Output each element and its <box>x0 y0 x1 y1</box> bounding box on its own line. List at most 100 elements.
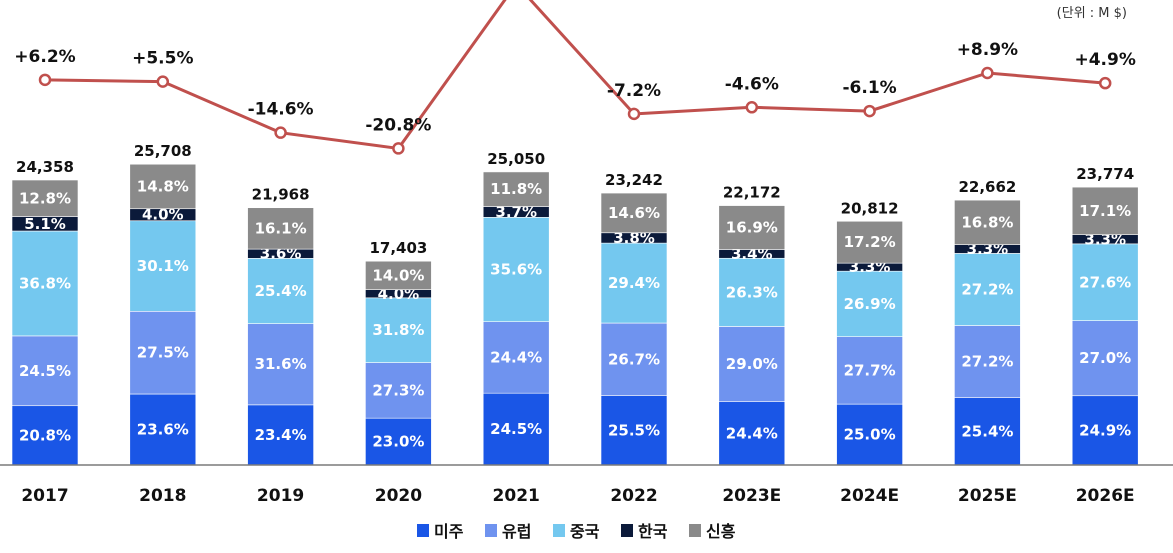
segment-label: 24.5% <box>19 362 71 380</box>
bar-segment-중국-2024E <box>836 270 903 337</box>
segment-label: 25.5% <box>608 421 660 439</box>
segment-label: 27.5% <box>137 344 189 362</box>
legend-label: 미주 <box>434 522 464 541</box>
growth-label: -4.6% <box>725 74 779 94</box>
segment-label: 31.6% <box>255 355 307 373</box>
x-tick-label: 2025E <box>958 486 1017 506</box>
bar-segment-신흥-2018 <box>129 163 197 210</box>
legend-swatch <box>485 524 497 537</box>
bars-group: 20.8% 24.5% 36.8% 5.1% 12.8% 23.6% 27.5% 30.1% 4… <box>11 163 1139 466</box>
bar-segment-유럽-2023E <box>718 326 786 403</box>
segment-label: 23.4% <box>255 426 307 444</box>
growth-label: -14.6% <box>248 100 314 120</box>
legend-label: 신흥 <box>706 522 736 541</box>
bar-segment-유럽-2017 <box>11 335 79 407</box>
segment-label: 25.4% <box>961 422 1013 440</box>
growth-point <box>1098 76 1112 90</box>
segment-label: 3.8% <box>613 229 655 247</box>
x-tick-label: 2019 <box>257 486 304 506</box>
bar-segment-유럽-2025E <box>954 325 1021 398</box>
total-label: 23,242 <box>605 171 663 189</box>
segment-label: 17.1% <box>1079 202 1131 220</box>
growth-label: +6.2% <box>14 47 75 67</box>
growth-label: +4.9% <box>1074 50 1135 70</box>
bar-segment-신흥-2020 <box>365 260 432 290</box>
x-tick-label: 2022 <box>610 486 657 506</box>
segment-label: 4.0% <box>142 206 184 224</box>
legend-label: 유럽 <box>502 522 531 541</box>
segment-label: 36.8% <box>19 274 71 292</box>
bar-segment-신흥-2021 <box>482 171 550 207</box>
bar-segment-신흥-2024E <box>836 220 903 264</box>
x-tick-label: 2018 <box>139 486 186 506</box>
segment-label: 27.2% <box>961 353 1013 371</box>
growth-label: +8.9% <box>957 40 1018 60</box>
segment-label: 11.8% <box>490 180 542 198</box>
bar-segment-중국-2018 <box>129 220 197 312</box>
segment-label: 30.1% <box>137 257 189 275</box>
x-tick-label: 2023E <box>722 486 781 506</box>
segment-label: 24.4% <box>490 348 542 366</box>
bar-segment-미주-2017 <box>11 405 79 466</box>
segment-label: 27.0% <box>1079 349 1131 367</box>
x-axis-labels: 2017 2018 2019 2020 2021 2022 2023E 2024E 2025E 2… <box>21 486 1134 506</box>
segment-label: 17.2% <box>844 233 896 251</box>
segment-label: 12.8% <box>19 189 71 207</box>
segment-label: 24.4% <box>726 424 778 442</box>
bar-segment-유럽-2021 <box>482 321 550 394</box>
total-labels: 24,358 25,708 21,968 17,403 25,050 23,242 22,1… <box>16 142 1134 257</box>
growth-label: -20.8% <box>365 115 431 135</box>
bar-segment-신흥-2022 <box>600 192 668 234</box>
total-label: 20,812 <box>841 199 899 217</box>
segment-label: 27.6% <box>1079 273 1131 291</box>
x-tick-label: 2024E <box>840 486 899 506</box>
bar-segment-미주-2022 <box>600 395 668 466</box>
bar-segment-중국-2019 <box>247 258 314 324</box>
segment-label: 16.8% <box>961 213 1013 231</box>
growth-point <box>392 142 405 155</box>
bar-segment-신흥-2019 <box>247 207 314 250</box>
bar-segment-유럽-2018 <box>129 310 197 395</box>
legend-swatch <box>553 524 565 537</box>
growth-point <box>38 73 52 87</box>
growth-point <box>156 75 170 88</box>
bar-segment-중국-2023E <box>718 257 786 327</box>
segment-label: 23.0% <box>372 433 424 451</box>
growth-label: +5.5% <box>132 49 193 69</box>
segment-label: 14.6% <box>608 204 660 222</box>
segment-label: 3.7% <box>495 203 537 221</box>
segment-label: 29.0% <box>726 355 778 373</box>
bar-segment-미주-2026E <box>1071 395 1139 466</box>
segment-label: 31.8% <box>372 321 424 339</box>
segment-label: 14.0% <box>372 266 424 284</box>
growth-point <box>745 101 759 114</box>
total-label: 22,172 <box>723 184 781 202</box>
growth-label: -7.2% <box>607 81 661 101</box>
bar-segment-신흥-2025E <box>954 199 1021 245</box>
bar-segment-중국-2022 <box>600 242 668 324</box>
total-label: 23,774 <box>1076 165 1134 183</box>
bar-segment-중국-2025E <box>954 253 1021 326</box>
x-tick-label: 2021 <box>493 486 540 506</box>
segment-label: 24.5% <box>490 420 542 438</box>
legend-swatch <box>417 524 429 537</box>
segment-label: 25.0% <box>844 426 896 444</box>
bar-segment-유럽-2026E <box>1071 320 1139 397</box>
bar-segment-미주-2020 <box>365 417 432 466</box>
segment-label: 23.6% <box>137 421 189 439</box>
segment-label: 26.3% <box>726 283 778 301</box>
segment-label: 29.4% <box>608 274 660 292</box>
segment-label: 5.1% <box>24 215 66 233</box>
total-label: 24,358 <box>16 158 74 176</box>
legend-label: 한국 <box>638 522 668 541</box>
unit-note: (단위 : M $) <box>1057 6 1127 21</box>
growth-label: -6.1% <box>842 78 896 98</box>
bar-segment-미주-2025E <box>954 397 1021 466</box>
bar-segment-중국-2021 <box>482 217 550 322</box>
total-label: 21,968 <box>252 186 310 204</box>
bar-segment-신흥-2017 <box>11 179 79 217</box>
growth-point <box>863 104 876 118</box>
segment-label: 25.4% <box>255 282 307 300</box>
legend-swatch <box>689 524 701 537</box>
segment-label: 16.9% <box>726 219 778 237</box>
